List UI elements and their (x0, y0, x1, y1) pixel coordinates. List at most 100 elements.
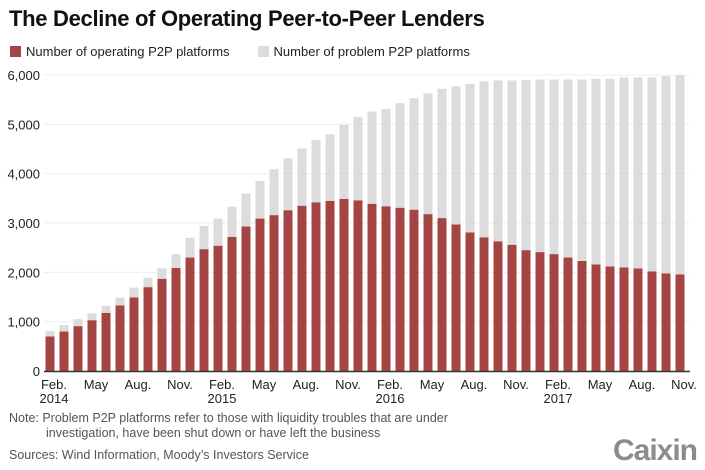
bar-problem (213, 218, 223, 246)
bar-problem (143, 277, 153, 288)
bar-problem (87, 313, 97, 321)
bar-problem (283, 158, 293, 211)
x-tick-label: May (252, 377, 277, 392)
bar-problem (185, 237, 195, 258)
bar-operating (325, 200, 335, 371)
bar-operating (367, 203, 377, 371)
bar-problem (521, 79, 531, 251)
bar-operating (465, 232, 475, 371)
bar-problem (633, 77, 643, 269)
bar-problem (493, 80, 503, 242)
chart-source: Sources: Wind Information, Moody’s Inves… (9, 448, 309, 462)
bar-operating (213, 245, 223, 371)
y-tick-label: 1,000 (7, 315, 40, 330)
bar-problem (675, 75, 685, 275)
y-tick-label: 3,000 (7, 216, 40, 231)
x-tick-label: Feb. (41, 377, 67, 392)
bar-operating (311, 202, 321, 371)
legend-item-problem: Number of problem P2P platforms (257, 44, 470, 59)
y-tick-label: 5,000 (7, 117, 40, 132)
bar-chart: 01,0002,0003,0004,0005,0006,000Feb.2014M… (7, 68, 697, 406)
x-tick-year-label: 2016 (376, 391, 405, 406)
y-tick-label: 6,000 (7, 68, 40, 83)
x-tick-year-label: 2014 (40, 391, 69, 406)
x-tick-label: Aug. (461, 377, 488, 392)
bar-problem (465, 83, 475, 233)
bar-operating (241, 226, 251, 371)
bar-operating (521, 250, 531, 371)
chart-note: Note: Problem P2P platforms refer to tho… (9, 411, 448, 441)
legend-label-problem: Number of problem P2P platforms (273, 44, 470, 59)
x-tick-label: Feb. (545, 377, 571, 392)
bar-operating (577, 260, 587, 371)
bar-problem (451, 86, 461, 225)
bar-operating (87, 320, 97, 371)
x-tick-label: May (84, 377, 109, 392)
bar-problem (157, 268, 167, 279)
bar-operating (437, 218, 447, 371)
bar-operating (227, 236, 237, 371)
x-tick-label: May (588, 377, 613, 392)
x-tick-label: Nov. (503, 377, 529, 392)
bar-problem (325, 134, 335, 201)
y-tick-label: 2,000 (7, 265, 40, 280)
bar-problem (339, 124, 349, 199)
y-tick-label: 0 (33, 364, 40, 379)
bar-problem (101, 305, 111, 313)
bar-operating (675, 274, 685, 371)
bar-problem (227, 206, 237, 237)
note-line-1: Note: Problem P2P platforms refer to tho… (9, 411, 448, 425)
bar-operating (297, 205, 307, 371)
bar-problem (367, 111, 377, 204)
bar-problem (423, 93, 433, 215)
bar-operating (143, 287, 153, 371)
bar-problem (353, 116, 363, 201)
x-tick-label: Aug. (629, 377, 656, 392)
bar-operating (423, 214, 433, 371)
bar-operating (549, 254, 559, 371)
bar-operating (409, 209, 419, 371)
bar-operating (451, 224, 461, 371)
bar-problem (577, 79, 587, 261)
bar-problem (171, 254, 181, 268)
legend-swatch-problem (257, 46, 269, 57)
bar-problem (255, 181, 265, 219)
bar-problem (199, 225, 209, 250)
x-tick-year-label: 2017 (544, 391, 573, 406)
x-tick-label: Nov. (167, 377, 193, 392)
legend-label-operating: Number of operating P2P platforms (26, 44, 230, 59)
bar-operating (199, 249, 209, 371)
bar-operating (479, 237, 489, 371)
bar-operating (535, 252, 545, 371)
x-tick-year-label: 2015 (208, 391, 237, 406)
bar-operating (129, 297, 139, 371)
bar-problem (129, 287, 139, 298)
bar-problem (661, 75, 671, 274)
bar-operating (45, 336, 55, 371)
x-tick-label: May (420, 377, 445, 392)
legend: Number of operating P2P platforms Number… (10, 44, 470, 59)
bar-operating (591, 264, 601, 371)
x-tick-label: Nov. (335, 377, 361, 392)
bar-problem (241, 193, 251, 227)
bar-operating (493, 241, 503, 371)
bar-operating (157, 278, 167, 371)
bar-operating (269, 215, 279, 371)
bar-operating (661, 273, 671, 371)
bar-operating (381, 206, 391, 371)
bar-problem (619, 77, 629, 268)
bar-problem (311, 140, 321, 203)
bar-operating (283, 210, 293, 371)
bar-problem (507, 80, 517, 245)
bar-problem (437, 88, 447, 219)
caixin-logo: Caixin (612, 434, 698, 467)
x-tick-label: Nov. (671, 377, 697, 392)
bar-problem (269, 169, 279, 216)
legend-item-operating: Number of operating P2P platforms (10, 44, 230, 59)
bar-operating (619, 267, 629, 371)
bar-problem (73, 319, 83, 327)
bar-operating (255, 218, 265, 371)
x-tick-label: Feb. (377, 377, 403, 392)
bar-problem (381, 109, 391, 207)
bar-problem (59, 325, 69, 332)
